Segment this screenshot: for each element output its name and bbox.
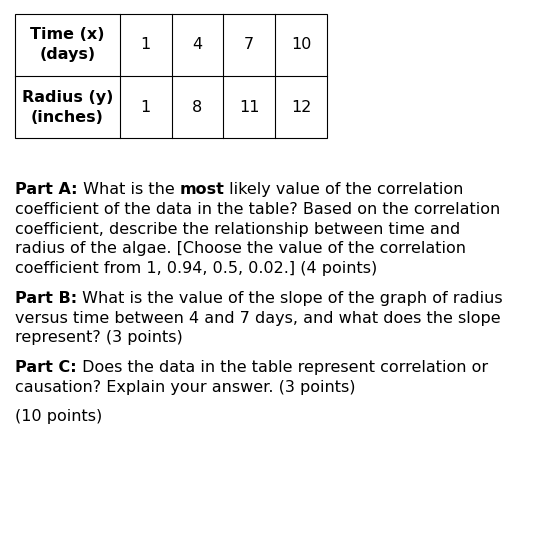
Text: 4: 4 [192, 37, 203, 52]
Text: Part B:: Part B: [15, 291, 78, 306]
Text: 1: 1 [140, 100, 151, 115]
Text: (10 points): (10 points) [15, 409, 102, 425]
Text: 12: 12 [291, 100, 311, 115]
Text: coefficient of the data in the table? Based on the correlation: coefficient of the data in the table? Ba… [15, 201, 500, 217]
Text: What is the: What is the [78, 182, 179, 197]
Text: most: most [179, 182, 224, 197]
Text: What is the value of the slope of the graph of radius: What is the value of the slope of the gr… [78, 291, 503, 306]
Text: 7: 7 [244, 37, 254, 52]
Text: coefficient from 1, 0.94, 0.5, 0.02.] (4 points): coefficient from 1, 0.94, 0.5, 0.02.] (4… [15, 261, 377, 276]
Text: 1: 1 [140, 37, 151, 52]
Text: 10: 10 [291, 37, 311, 52]
Text: represent? (3 points): represent? (3 points) [15, 330, 183, 345]
Text: versus time between 4 and 7 days, and what does the slope: versus time between 4 and 7 days, and wh… [15, 311, 501, 326]
Text: 8: 8 [192, 100, 203, 115]
Text: Time (x)
(days): Time (x) (days) [30, 27, 105, 62]
Text: Radius (y)
(inches): Radius (y) (inches) [22, 90, 113, 125]
Text: coefficient, describe the relationship between time and: coefficient, describe the relationship b… [15, 222, 460, 237]
Text: radius of the algae. [Choose the value of the correlation: radius of the algae. [Choose the value o… [15, 241, 466, 256]
Text: causation? Explain your answer. (3 points): causation? Explain your answer. (3 point… [15, 380, 356, 395]
Text: Part C:: Part C: [15, 360, 77, 375]
Bar [15, 14, 327, 138]
Text: Part A:: Part A: [15, 182, 78, 197]
Text: 11: 11 [239, 100, 260, 115]
Text: likely value of the correlation: likely value of the correlation [224, 182, 464, 197]
Text: Does the data in the table represent correlation or: Does the data in the table represent cor… [77, 360, 488, 375]
